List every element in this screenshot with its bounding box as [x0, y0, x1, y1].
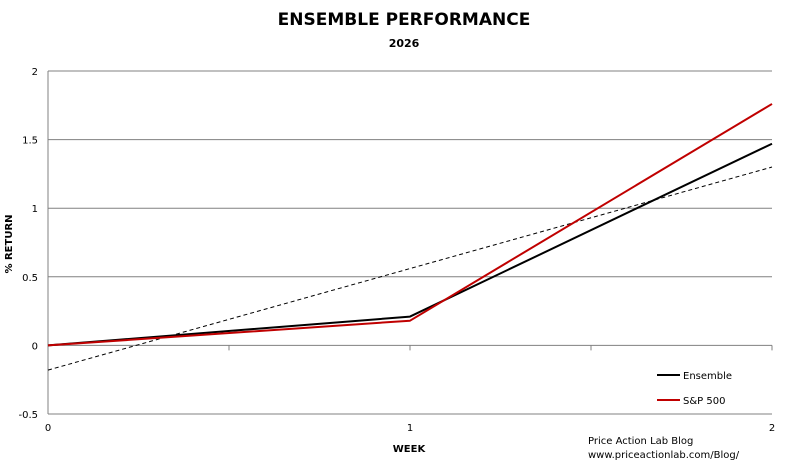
x-tick-label-0: 0: [45, 423, 51, 434]
legend-label-ensemble: Ensemble: [683, 371, 732, 382]
legend: Ensemble S&P 500: [657, 371, 732, 407]
chart-title: ENSEMBLE PERFORMANCE: [278, 10, 531, 30]
x-tick-label-1: 1: [407, 423, 413, 434]
y-tick-label-1: 1.5: [22, 136, 38, 147]
y-tick-labels: 2 1.5 1 0.5 0 -0.5: [18, 67, 38, 421]
x-tick-labels: 0 1 2: [45, 423, 775, 434]
series-group: [47, 103, 773, 347]
credit-line-2: www.priceactionlab.com/Blog/: [588, 450, 740, 461]
y-tick-label-5: -0.5: [18, 410, 38, 421]
series-line-s-p-500: [47, 103, 773, 347]
x-tick-label-2: 2: [769, 423, 775, 434]
legend-label-sp500: S&P 500: [683, 396, 725, 407]
chart-subtitle: 2026: [389, 37, 420, 50]
y-tick-label-3: 0.5: [22, 273, 38, 284]
y-tick-label-2: 1: [32, 204, 38, 215]
credit-line-1: Price Action Lab Blog: [588, 436, 693, 447]
axes: [47, 71, 773, 415]
x-axis-label: WEEK: [393, 444, 427, 455]
series-line-ensemble: [47, 142, 773, 347]
y-tick-label-0: 2: [32, 67, 38, 78]
y-tick-label-4: 0: [32, 341, 38, 352]
y-axis-label: % RETURN: [4, 214, 15, 273]
gridlines: [48, 70, 772, 278]
